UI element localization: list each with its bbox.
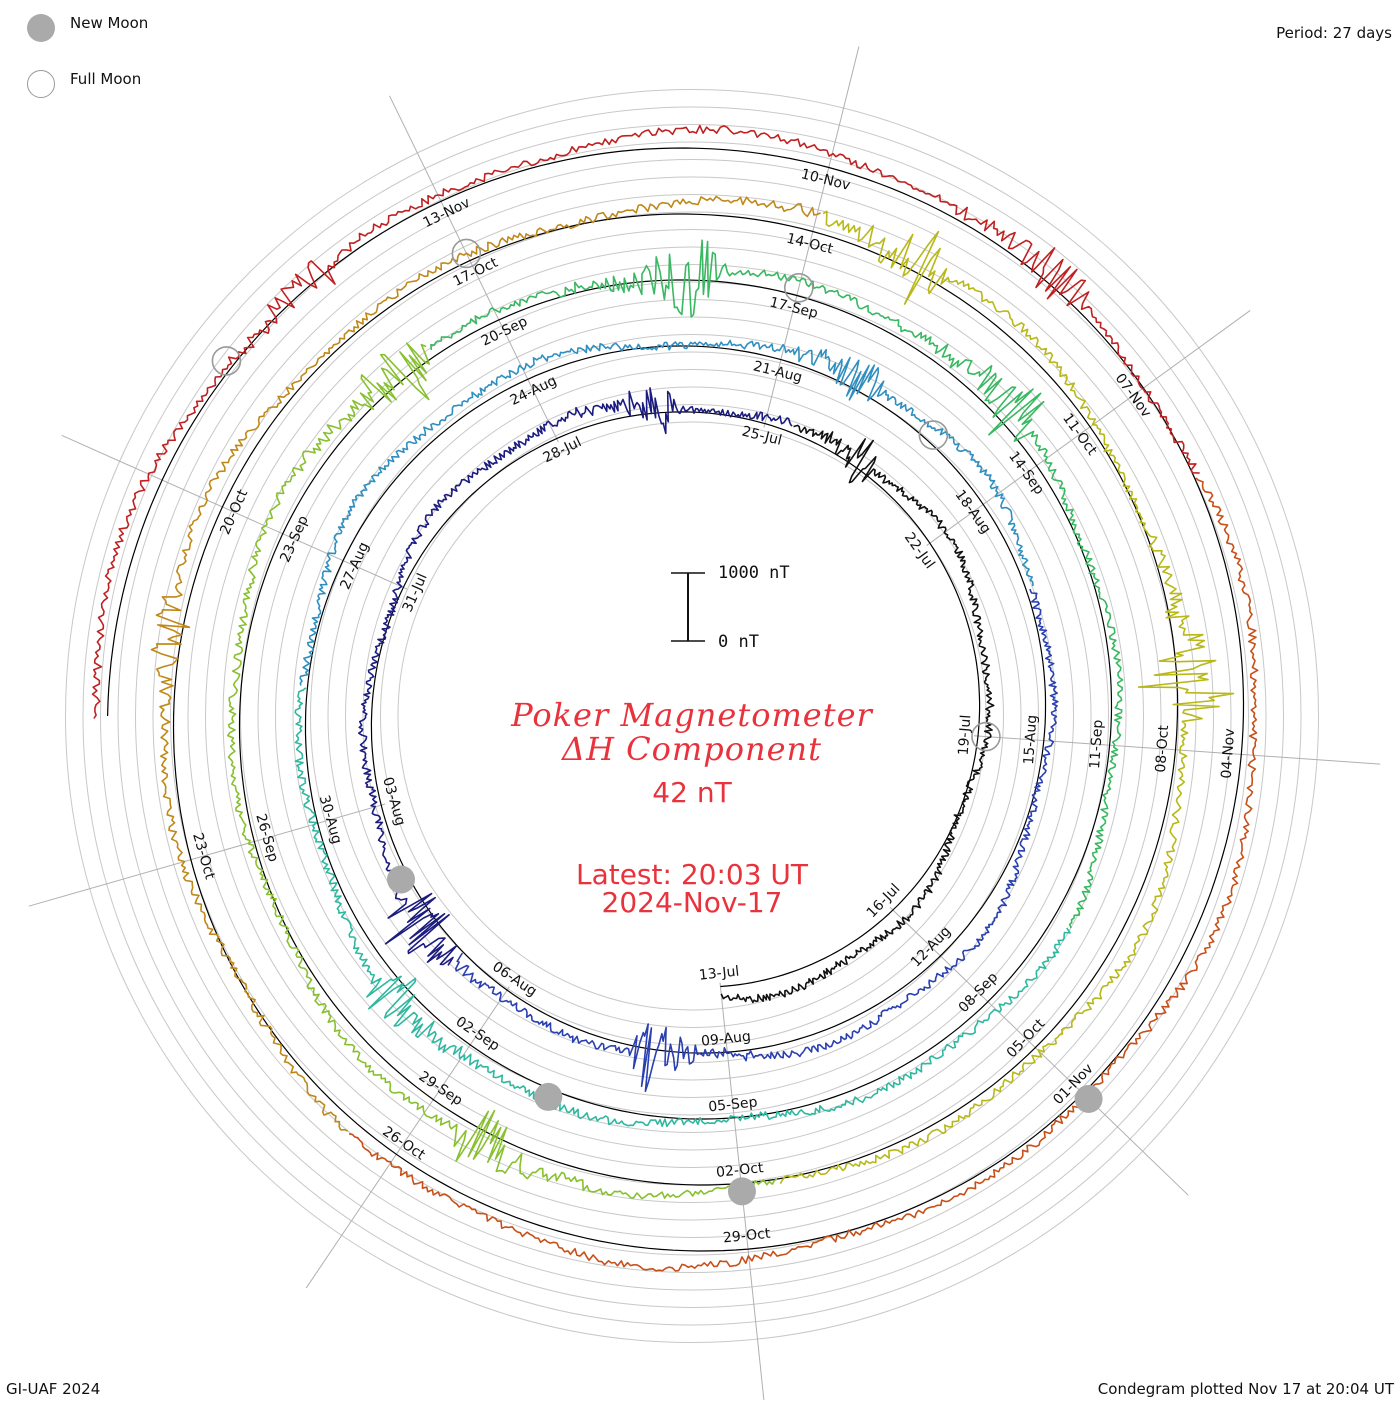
- date-label: 27-Aug: [337, 540, 372, 592]
- grid-ring: [397, 421, 987, 1011]
- baseline-path: [107, 147, 1245, 1252]
- date-label: 30-Aug: [316, 794, 345, 846]
- moon-markers: [211, 238, 1103, 1206]
- full-moon-legend-icon: [27, 70, 55, 98]
- magnetometer-trace: [91, 124, 1259, 1272]
- full-moon-legend-label: Full Moon: [70, 70, 142, 88]
- date-label: 22-Jul: [901, 530, 938, 572]
- grid-ring: [65, 89, 1319, 1343]
- date-label: 19-Jul: [956, 714, 975, 756]
- date-label: 20-Oct: [217, 487, 251, 537]
- grid-ring: [170, 194, 1214, 1238]
- date-label: 15-Aug: [1021, 714, 1040, 765]
- trace-segment: [150, 195, 821, 1132]
- date-label: 14-Oct: [785, 231, 835, 258]
- scale-bar: [671, 572, 705, 642]
- trace-segment: [430, 239, 1124, 929]
- date-label: 18-Aug: [952, 487, 994, 537]
- latest-time: Latest: 20:03 UT: [575, 858, 809, 891]
- date-label: 13-Jul: [698, 964, 740, 984]
- full-moon-marker: [918, 420, 949, 450]
- full-moon-marker: [451, 238, 482, 269]
- date-label: 14-Sep: [1005, 449, 1047, 498]
- scale-top-label: 1000 nT: [718, 563, 790, 583]
- day-spoke: [973, 735, 1381, 765]
- day-spoke: [28, 803, 386, 907]
- date-label: 29-Sep: [416, 1068, 466, 1109]
- date-label: 04-Nov: [1219, 728, 1238, 779]
- new-moon-marker: [387, 865, 416, 894]
- date-label: 05-Sep: [708, 1094, 759, 1115]
- grid-ring: [135, 159, 1249, 1273]
- new-moon-legend-icon: [27, 14, 55, 42]
- date-label: 28-Jul: [541, 434, 584, 466]
- latest-date: 2024-Nov-17: [601, 886, 783, 919]
- full-moon-marker: [211, 346, 242, 376]
- date-label: 12-Aug: [908, 923, 954, 970]
- trace-segment: [294, 687, 1071, 1128]
- full-moon-marker: [971, 721, 1001, 752]
- date-label: 07-Nov: [1112, 371, 1154, 421]
- date-label: 02-Oct: [715, 1160, 764, 1181]
- chart-title: Poker Magnetometer: [511, 696, 873, 734]
- grid-ring: [240, 264, 1144, 1168]
- period-label: Period: 27 days: [1276, 24, 1392, 42]
- grid-ring: [380, 404, 1004, 1028]
- trace-segment: [779, 210, 1235, 1184]
- day-spoke: [389, 95, 559, 443]
- day-spoke: [926, 310, 1251, 546]
- date-label: 31-Jul: [400, 571, 431, 615]
- date-label: 09-Aug: [700, 1029, 751, 1050]
- grid-ring: [82, 106, 1302, 1326]
- scale-bottom-label: 0 nT: [718, 632, 759, 652]
- grid-ring: [205, 229, 1179, 1203]
- plotted-label: Condegram plotted Nov 17 at 20:04 UT: [1097, 1380, 1394, 1398]
- full-moon-marker: [783, 272, 814, 303]
- date-label: 29-Oct: [722, 1226, 771, 1247]
- trace-segment: [91, 124, 1200, 719]
- trace-segment: [358, 387, 793, 966]
- grid-ring: [275, 299, 1109, 1133]
- chart-subtitle: ΔH Component: [561, 730, 823, 768]
- date-label: 23-Oct: [189, 831, 218, 882]
- date-label: 17-Oct: [451, 254, 501, 289]
- grid-ring: [152, 176, 1232, 1256]
- date-label: 11-Sep: [1087, 719, 1106, 769]
- new-moon-marker: [534, 1082, 563, 1111]
- date-label: 26-Sep: [252, 812, 281, 864]
- new-moon-marker: [727, 1177, 756, 1206]
- day-spoke: [305, 986, 510, 1289]
- grid-ring: [310, 334, 1074, 1098]
- trace-segment: [348, 477, 1259, 1272]
- date-label: 08-Oct: [1153, 724, 1172, 773]
- grid-ring: [117, 141, 1267, 1291]
- trace-segment: [455, 588, 1059, 1093]
- baseline-spiral: [107, 147, 1245, 1252]
- grid-ring: [100, 124, 1284, 1308]
- trace-segment: [299, 339, 1034, 686]
- grid-ring: [257, 281, 1127, 1151]
- trace-segment: [227, 342, 778, 1200]
- day-spoke: [61, 434, 408, 590]
- new-moon-legend-label: New Moon: [70, 14, 149, 32]
- current-value: 42 nT: [652, 776, 732, 809]
- credit-label: GI-UAF 2024: [6, 1380, 101, 1398]
- grid-ring: [362, 386, 1022, 1046]
- day-spoke: [763, 46, 860, 428]
- new-moon-marker: [1074, 1084, 1103, 1113]
